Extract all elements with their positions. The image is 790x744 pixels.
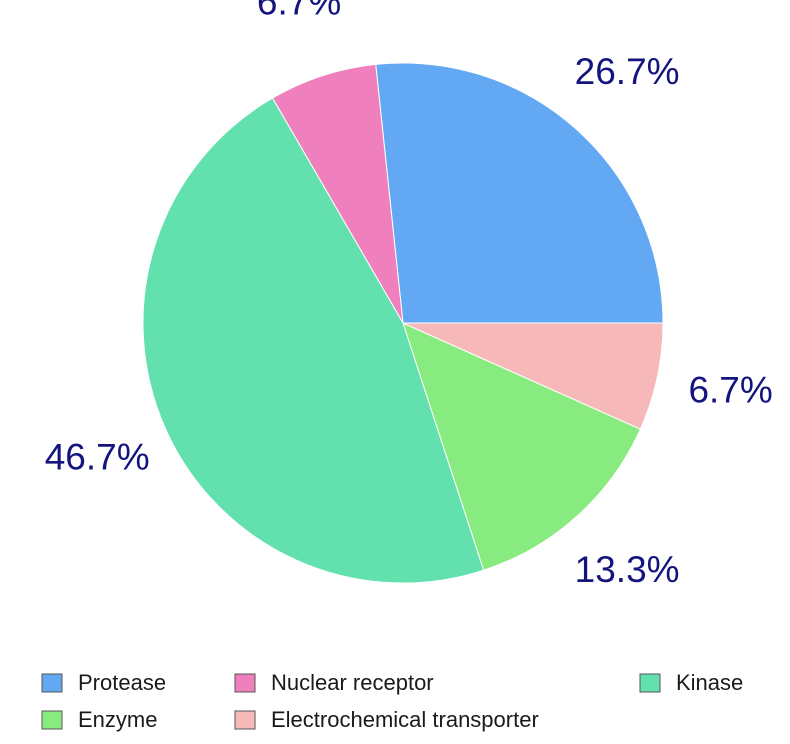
pie-slice <box>402 322 642 571</box>
slice-label: 46.7% <box>45 437 150 478</box>
legend-swatch <box>41 673 63 693</box>
legend-label: Kinase <box>676 670 743 695</box>
legend-swatch <box>639 673 661 693</box>
pie-slice <box>402 322 664 430</box>
slice-label: 26.7% <box>575 51 680 92</box>
pie-slice <box>142 97 485 584</box>
legend-label: Enzyme <box>78 707 157 732</box>
slice-label: 13.3% <box>575 549 680 590</box>
legend-label: Nuclear receptor <box>271 670 434 695</box>
pie-slice <box>271 63 404 324</box>
slice-label: 6.7% <box>688 370 772 411</box>
legend-swatch <box>234 710 256 730</box>
slice-label: 6.7% <box>257 0 341 22</box>
legend-swatch <box>41 710 63 730</box>
legend-label: Protease <box>78 670 166 695</box>
legend-label: Electrochemical transporter <box>271 707 539 732</box>
pie-slice <box>375 62 664 324</box>
legend-swatch <box>234 673 256 693</box>
